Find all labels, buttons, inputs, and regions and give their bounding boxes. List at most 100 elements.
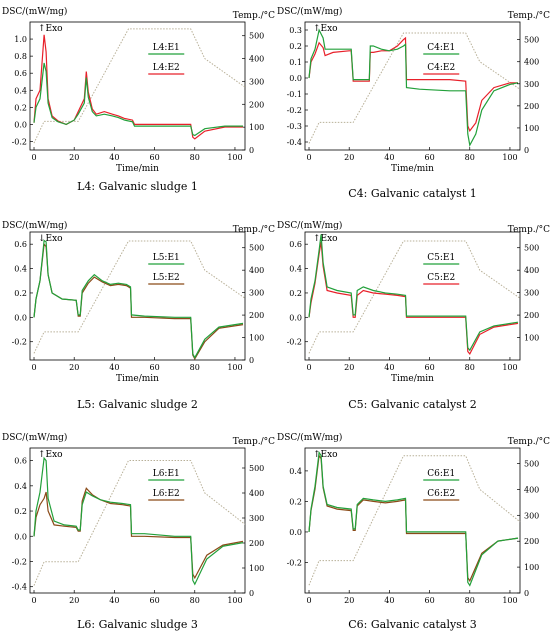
y-tick-label: 0.0 (14, 532, 27, 541)
y-tick-label: 0.2 (289, 289, 302, 298)
x-tick-label: 20 (69, 153, 79, 162)
y2-axis-title: Temp./°C (233, 11, 275, 21)
x-tick-label: 80 (465, 153, 475, 162)
y2-tick-label: 200 (249, 311, 264, 320)
y2-tick-label: 200 (524, 102, 539, 111)
legend-label: C4:E1 (427, 43, 455, 53)
x-tick-label: 60 (149, 596, 159, 605)
y-tick-label: 0.3 (289, 26, 302, 35)
y2-tick-label: 0 (249, 146, 254, 155)
x-axis-title: Time/min (116, 164, 159, 174)
legend-label: C5:E2 (427, 273, 455, 283)
y-tick-label: 0.2 (289, 42, 302, 51)
x-tick-label: 40 (109, 363, 119, 372)
exo-label: ↑Exo (313, 234, 338, 244)
x-tick-label: 0 (31, 596, 36, 605)
panel-caption: C6: Galvanic catalyst 3 (348, 618, 477, 631)
y2-tick-label: 300 (524, 80, 539, 89)
y-tick-label: 0.2 (14, 289, 27, 298)
series-line-l5-e1 (33, 239, 244, 359)
y2-tick-label: 400 (249, 266, 264, 275)
panel-l6: 0 20 40 60 80 100 -0.4 -0.2 0.0 0.2 0.4 0.6 0 100 200 3… (2, 432, 275, 631)
y-axis-title: DSC/(mW/mg) (2, 220, 67, 231)
y2-tick-label: 300 (249, 289, 264, 298)
y-tick-label: 0.0 (289, 313, 302, 322)
y2-axis-title: Temp./°C (508, 11, 550, 21)
x-tick-label: 80 (465, 596, 475, 605)
y-tick-label: 0.6 (289, 240, 302, 249)
temperature-program-line (308, 32, 521, 144)
x-tick-label: 0 (306, 153, 311, 162)
y-tick-label: -0.2 (12, 557, 27, 566)
y2-tick-label: 300 (524, 511, 539, 520)
y-tick-label: 0.2 (14, 507, 27, 516)
x-tick-label: 100 (227, 596, 242, 605)
y2-tick-label: 400 (524, 58, 539, 67)
y2-tick-label: 500 (524, 36, 539, 45)
panel-caption: C4: Galvanic catalyst 1 (348, 187, 477, 200)
x-tick-label: 80 (190, 153, 200, 162)
x-tick-label: 60 (424, 363, 434, 372)
y2-tick-label: 200 (249, 539, 264, 548)
x-tick-label: 40 (109, 596, 119, 605)
x-tick-label: 40 (109, 153, 119, 162)
exo-label: ↑Exo (313, 24, 338, 34)
y2-tick-label: 100 (524, 334, 539, 343)
y2-tick-label: 0 (524, 146, 529, 155)
legend-label: L5:E2 (153, 273, 180, 283)
y2-tick-label: 100 (524, 124, 539, 133)
x-tick-label: 80 (465, 363, 475, 372)
x-tick-label: 100 (227, 363, 242, 372)
plot-frame (29, 447, 246, 594)
panel-caption: L6: Galvanic sludge 3 (77, 618, 198, 631)
x-tick-label: 20 (344, 153, 354, 162)
y2-tick-label: 200 (524, 537, 539, 546)
y-tick-label: 0.0 (14, 313, 27, 322)
y-tick-label: 0.0 (14, 120, 27, 129)
y-tick-label: -0.4 (12, 583, 27, 592)
y-tick-label: -0.3 (287, 122, 302, 131)
y-tick-label: 0.6 (14, 457, 27, 466)
y-axis-title: DSC/(mW/mg) (277, 220, 342, 231)
x-tick-label: 20 (344, 596, 354, 605)
x-axis-title: Time/min (116, 374, 159, 384)
series-line-c6-e2 (308, 453, 519, 583)
y2-tick-label: 200 (249, 100, 264, 109)
y2-tick-label: 400 (524, 266, 539, 275)
series-line-l5-e2 (33, 242, 244, 360)
y2-axis-title: Temp./°C (233, 225, 275, 235)
panel-l5: 0 20 40 60 80 100 -0.2 0.0 0.2 0.4 0.6 0 100 200 300 40… (2, 220, 275, 411)
exo-label: ↑Exo (38, 24, 63, 34)
x-tick-label: 80 (190, 363, 200, 372)
plot-frame (304, 447, 521, 594)
legend-label: C6:E1 (427, 469, 455, 479)
panel-l4: 0 20 40 60 80 100 -0.2 0.0 0.2 0.4 0.6 0.8 1.0 0 100 20… (2, 6, 275, 193)
y-axis-title: DSC/(mW/mg) (2, 432, 67, 443)
exo-label: ↑Exo (38, 450, 63, 460)
x-tick-label: 60 (424, 153, 434, 162)
x-tick-label: 0 (31, 153, 36, 162)
y2-axis-title: Temp./°C (508, 437, 550, 447)
x-tick-label: 80 (190, 596, 200, 605)
y-tick-label: 0.4 (14, 265, 27, 274)
y-tick-label: 0.2 (14, 103, 27, 112)
y-tick-label: 0.6 (14, 240, 27, 249)
x-tick-label: 40 (384, 153, 394, 162)
y-axis-title: DSC/(mW/mg) (277, 6, 342, 17)
temperature-program-line (33, 240, 246, 354)
plot-frame (29, 21, 246, 151)
panel-caption: L4: Galvanic sludge 1 (77, 180, 198, 193)
panel-caption: C5: Galvanic catalyst 2 (348, 398, 477, 411)
y-tick-label: 1.0 (14, 35, 27, 44)
x-tick-label: 20 (344, 363, 354, 372)
exo-label: ↑Exo (313, 450, 338, 460)
legend-label: C6:E2 (427, 489, 455, 499)
y-tick-label: 0.4 (289, 265, 302, 274)
temperature-program-line (308, 240, 521, 354)
x-axis-title: Time/min (391, 164, 434, 174)
x-tick-label: 0 (306, 596, 311, 605)
y2-tick-label: 100 (524, 563, 539, 572)
x-axis-title: Time/min (391, 374, 434, 384)
